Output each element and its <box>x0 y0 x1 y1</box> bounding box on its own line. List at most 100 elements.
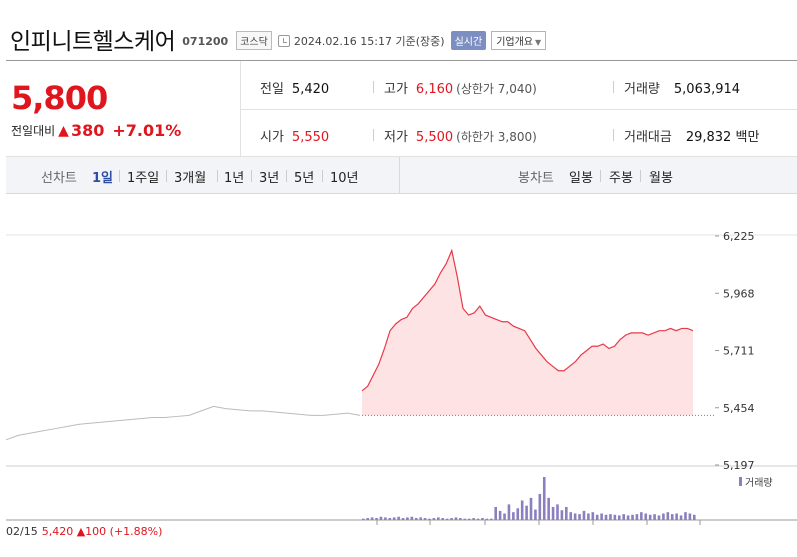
change-row: 전일대비 ▲ 380 +7.01% <box>11 121 181 140</box>
company-overview-dropdown[interactable]: 기업개요 ▼ <box>491 31 547 50</box>
volume-bar <box>538 493 542 520</box>
volume-bar <box>472 518 475 520</box>
today-area-fill <box>362 250 693 416</box>
stock-name: 인피니트헬스케어 <box>10 29 176 55</box>
volume-bar <box>463 518 467 520</box>
current-price-box: 5,800 전일대비 ▲ 380 +7.01% <box>6 61 241 157</box>
volume-bar <box>626 515 630 520</box>
tab-1w[interactable]: 1주일 <box>127 171 160 186</box>
volume-bar <box>675 513 678 520</box>
volume-bar <box>635 514 639 520</box>
volume-bar <box>657 515 661 520</box>
tab-5y[interactable]: 5년 <box>294 171 315 186</box>
volume-bar <box>410 516 414 520</box>
stock-header: 인피니트헬스케어 071200 코스닥 2024.02.16 15:17 기준(… <box>10 24 547 55</box>
volume-bar <box>653 514 656 520</box>
volume-bar <box>578 514 581 520</box>
market-badge: 코스닥 <box>236 31 272 50</box>
volume-bar <box>573 513 577 520</box>
volume-bar <box>648 514 652 520</box>
volume-bar <box>397 516 400 520</box>
volume-bar <box>441 518 445 520</box>
tab-3m[interactable]: 3개월 <box>174 171 207 186</box>
volume-bar <box>419 517 422 520</box>
tab-1d[interactable]: 1일 <box>92 171 114 186</box>
volume-bar <box>542 477 546 520</box>
volume-bar <box>591 512 595 520</box>
volume-bar <box>587 513 590 520</box>
volume-bar <box>569 512 573 520</box>
volume-bar <box>622 514 625 520</box>
stock-code: 071200 <box>182 34 229 48</box>
tab-daily[interactable]: 일봉 <box>569 171 593 186</box>
volume-legend: 거래량 <box>745 477 773 489</box>
tab-10y[interactable]: 10년 <box>330 171 359 186</box>
volume-bar <box>609 514 612 520</box>
volume-bar <box>613 514 617 520</box>
volume-bar <box>516 508 520 520</box>
volume-bar <box>503 513 506 520</box>
change-percent: +7.01% <box>112 121 182 140</box>
prev-day-line <box>5 405 361 441</box>
clock-icon <box>277 35 290 47</box>
volume-bar <box>534 509 537 520</box>
volume-bar <box>401 518 405 520</box>
volume-bar <box>679 515 683 520</box>
volume-bar <box>617 515 621 520</box>
tab-monthly[interactable]: 월봉 <box>649 171 673 186</box>
tab-weekly[interactable]: 주봉 <box>609 171 633 186</box>
volume-bar <box>565 506 568 520</box>
volume-bar <box>481 518 484 520</box>
volume-cell: 거래량 5,063,914 <box>624 82 741 97</box>
volume-bar <box>693 514 696 520</box>
quote-datetime: 2024.02.16 15:17 기준(장중) <box>293 35 445 48</box>
y-tick-label: 5,968 <box>723 287 755 300</box>
low-cell: 저가 5,500 (하한가 3,800) <box>384 130 537 145</box>
volume-bar <box>662 513 665 520</box>
prev-close-cell: 전일 5,420 <box>260 82 330 97</box>
volume-bar <box>489 518 493 520</box>
up-arrow-icon: ▲ <box>58 122 69 139</box>
line-chart-label: 선차트 <box>41 171 77 186</box>
amount-cell: 거래대금 29,832 백만 <box>624 130 760 145</box>
volume-bar <box>520 500 524 520</box>
volume-bar <box>366 518 370 520</box>
change-amount: 380 <box>70 121 105 140</box>
volume-bar <box>494 506 497 520</box>
realtime-button[interactable]: 실시간 <box>450 31 487 50</box>
tab-3y[interactable]: 3년 <box>259 171 280 186</box>
volume-bar <box>507 504 511 520</box>
volume-bar <box>450 518 453 520</box>
volume-bar <box>379 516 383 520</box>
y-tick-label: 5,197 <box>723 459 755 472</box>
volume-bar <box>512 512 515 520</box>
volume-bar <box>560 510 564 520</box>
volume-bar <box>688 513 692 520</box>
volume-bar <box>459 518 462 520</box>
volume-bar <box>370 517 374 520</box>
open-cell: 시가 5,550 <box>260 130 330 145</box>
volume-bar <box>423 518 427 520</box>
volume-bar <box>437 517 440 520</box>
volume-bar <box>428 518 431 520</box>
volume-bar <box>392 517 396 520</box>
volume-bar <box>551 506 555 520</box>
high-cell: 고가 6,160 (상한가 7,040) <box>384 82 537 97</box>
volume-bar <box>556 504 559 520</box>
volume-legend-swatch <box>739 477 742 486</box>
volume-bar <box>644 513 648 520</box>
chevron-down-icon: ▼ <box>535 38 542 47</box>
volume-bar <box>388 518 392 520</box>
volume-bar <box>384 517 387 520</box>
volume-bar <box>582 510 586 520</box>
chart-period-tabs: 선차트 1일 1주일 3개월 1년 3년 5년 10년 봉차트 일봉 주봉 월봉 <box>6 157 797 194</box>
change-label: 전일대비 <box>11 124 56 138</box>
volume-bar <box>467 518 471 520</box>
volume-bar <box>666 512 670 520</box>
volume-bar <box>631 514 634 520</box>
tab-1y[interactable]: 1년 <box>224 171 245 186</box>
volume-bar <box>445 518 449 520</box>
volume-bar <box>595 514 599 520</box>
volume-bar <box>640 512 643 520</box>
